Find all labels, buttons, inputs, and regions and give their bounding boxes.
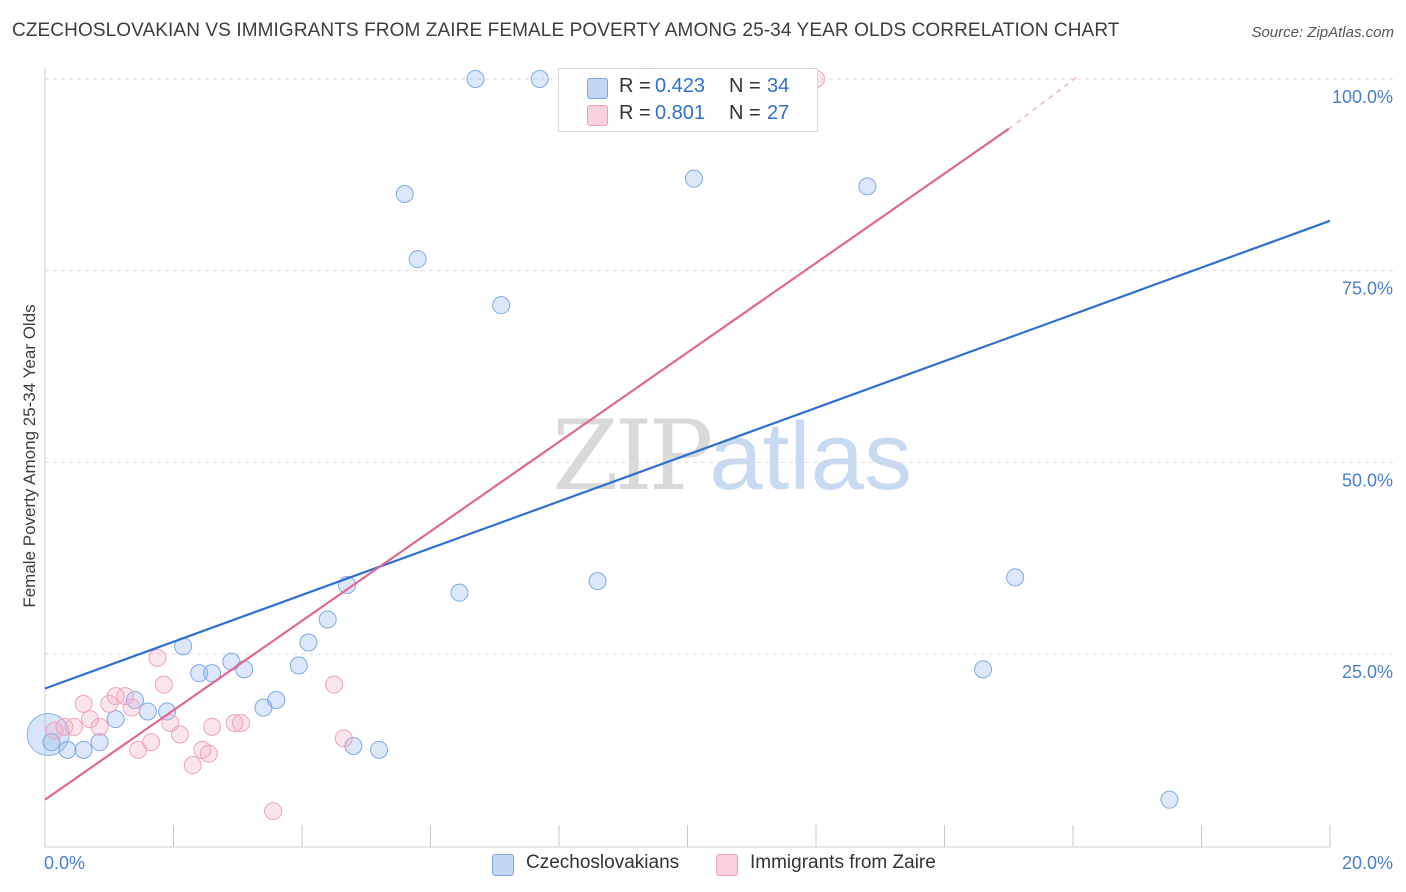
data-point-czechoslovakians [370, 740, 389, 759]
legend-swatch-blue [587, 78, 608, 99]
bottom-legend-label: Czechoslovakians [526, 852, 680, 873]
bottom-legend-label: Immigrants from Zaire [750, 852, 936, 873]
legend-r-value: 0.423 [655, 75, 706, 97]
data-point-czechoslovakians [42, 733, 61, 752]
data-point-czechoslovakians [289, 656, 308, 675]
data-point-immigrants-from-zaire [142, 733, 161, 752]
legend-n-value: 34 [767, 75, 790, 97]
legend-r-value: 0.801 [655, 102, 706, 124]
data-point-immigrants-from-zaire [45, 721, 64, 740]
data-point-czechoslovakians [344, 737, 363, 755]
data-point-czechoslovakians [158, 702, 177, 721]
y-tick-label: 100.0% [1332, 87, 1393, 107]
y-tick-label: 75.0% [1342, 279, 1393, 299]
legend-n-label: N = [729, 102, 761, 124]
data-point-czechoslovakians [492, 296, 511, 315]
legend-r-label: R = [619, 102, 651, 124]
data-point-czechoslovakians [90, 733, 109, 752]
data-point-immigrants-from-zaire [203, 717, 222, 736]
data-point-czechoslovakians [1160, 790, 1179, 809]
legend-r-label: R = [619, 75, 651, 97]
data-point-immigrants-from-zaire [154, 675, 173, 694]
data-point-czechoslovakians [395, 185, 414, 203]
trend-lines [44, 74, 1331, 801]
data-point-immigrants-from-zaire [106, 687, 125, 706]
y-axis-label: Female Poverty Among 25-34 Year Olds [20, 304, 39, 607]
x-tick-label: 0.0% [44, 853, 85, 873]
axis-labels: 25.0% 50.0% 75.0% 100.0% 0.0% 20.0% Female Pov… [20, 87, 1393, 873]
y-tick-label: 50.0% [1342, 470, 1393, 490]
watermark-atlas: atlas [709, 403, 912, 510]
data-point-czechoslovakians [858, 177, 877, 196]
bottom-legend-swatch-pink [716, 854, 738, 876]
data-points [26, 70, 1179, 821]
data-point-immigrants-from-zaire [100, 694, 119, 713]
data-point-czechoslovakians [203, 664, 222, 683]
y-tick-label: 25.0% [1342, 662, 1393, 682]
data-point-immigrants-from-zaire [64, 717, 83, 736]
legend-swatch-pink [587, 105, 608, 126]
correlation-legend: R = 0.423 N = 34 R = 0.801 N = 27 [558, 68, 818, 132]
legend-n-label: N = [729, 75, 761, 97]
source-credit: Source: ZipAtlas.com [1251, 24, 1394, 41]
grid-lines [45, 78, 1394, 655]
data-point-immigrants-from-zaire [183, 756, 202, 775]
chart-title: CZECHOSLOVAKIAN VS IMMIGRANTS FROM ZAIRE… [12, 20, 1120, 41]
data-point-czechoslovakians [588, 572, 607, 591]
data-point-immigrants-from-zaire [264, 802, 283, 821]
data-point-immigrants-from-zaire [334, 729, 353, 748]
data-point-czechoslovakians [466, 70, 485, 88]
data-point-czechoslovakians [74, 740, 93, 759]
data-point-czechoslovakians [58, 740, 77, 759]
data-point-immigrants-from-zaire [122, 698, 141, 717]
data-point-czechoslovakians [974, 660, 993, 679]
data-point-immigrants-from-zaire [199, 744, 218, 763]
trend-line-czechoslovakians [44, 219, 1331, 690]
data-point-czechoslovakians [190, 664, 209, 683]
data-point-czechoslovakians [299, 633, 318, 652]
data-point-immigrants-from-zaire [225, 714, 244, 732]
data-point-czechoslovakians [235, 660, 254, 679]
data-point-immigrants-from-zaire [325, 675, 344, 694]
data-point-immigrants-from-zaire [161, 714, 180, 732]
data-point-czechoslovakians [450, 583, 469, 602]
data-point-czechoslovakians [684, 169, 703, 188]
data-point-immigrants-from-zaire [55, 717, 74, 736]
data-point-immigrants-from-zaire [74, 694, 93, 713]
data-point-czechoslovakians [1006, 568, 1025, 587]
data-point-immigrants-from-zaire [116, 687, 135, 706]
trend-line-extension [1008, 74, 1080, 130]
axes [44, 68, 1331, 848]
legend-n-value: 27 [767, 102, 790, 124]
bottom-legend-swatch-blue [492, 854, 514, 876]
data-point-immigrants-from-zaire [90, 717, 109, 736]
data-point-immigrants-from-zaire [170, 725, 189, 744]
data-point-czechoslovakians [138, 702, 157, 721]
data-point-czechoslovakians [267, 691, 286, 709]
data-point-immigrants-from-zaire [80, 710, 99, 729]
data-point-immigrants-from-zaire [231, 714, 250, 732]
x-tick-label: 20.0% [1342, 853, 1393, 873]
data-point-czechoslovakians [408, 250, 427, 269]
data-point-czechoslovakians [106, 710, 125, 729]
data-point-czechoslovakians [318, 610, 337, 629]
trend-line-immigrants-from-zaire [44, 127, 1010, 801]
data-point-czechoslovakians [530, 70, 549, 88]
data-point-immigrants-from-zaire [148, 648, 167, 667]
